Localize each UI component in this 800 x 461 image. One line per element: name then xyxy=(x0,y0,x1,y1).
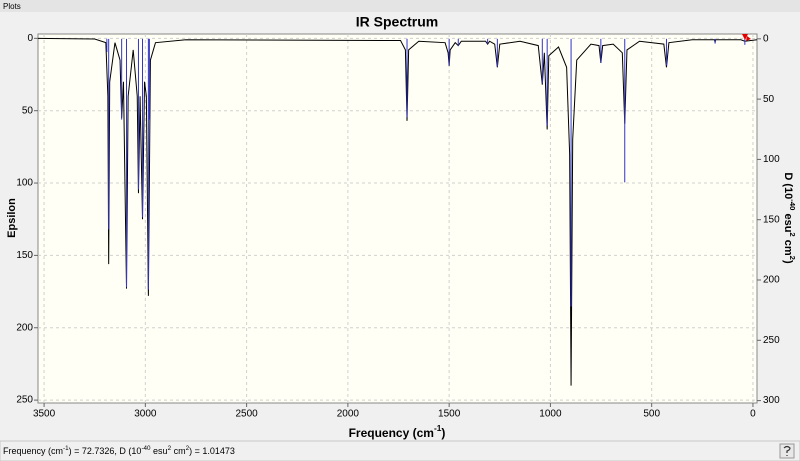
superscript: -1 xyxy=(434,423,442,433)
y2-tick-label: 0 xyxy=(763,33,769,44)
x-tick-label: 3000 xyxy=(134,409,157,420)
status-text: Frequency (cm-1) = 72.7326, D (10-40 esu… xyxy=(3,445,235,456)
x-tick-label: 1500 xyxy=(438,409,461,420)
text-part: ) xyxy=(441,426,445,440)
y-axis-label: Epsilon xyxy=(6,198,18,238)
status-bar xyxy=(0,440,800,461)
y2-tick-label: 250 xyxy=(763,335,780,346)
y2-tick-label: 200 xyxy=(763,275,780,286)
superscript: -40 xyxy=(141,445,151,452)
cursor-marker xyxy=(742,34,751,41)
superscript: -40 xyxy=(788,199,797,210)
y-tick-label: 200 xyxy=(16,322,33,333)
text-part: Frequency (cm xyxy=(349,426,434,440)
x-tick-label: 0 xyxy=(750,409,756,420)
x-tick-label: 3500 xyxy=(33,409,56,420)
superscript: 2 xyxy=(186,445,190,452)
y-tick-label: 50 xyxy=(22,105,34,116)
y2-tick-label: 100 xyxy=(763,154,780,165)
superscript: 2 xyxy=(788,256,797,260)
x-tick-label: 2500 xyxy=(235,409,258,420)
text-part: esu xyxy=(782,210,794,232)
text-part: esu xyxy=(151,446,168,456)
text-part: ) = 72.7326, D (10 xyxy=(69,446,142,456)
y2-tick-label: 300 xyxy=(763,395,780,406)
x-tick-label: 500 xyxy=(643,409,660,420)
chart-title: IR Spectrum xyxy=(356,14,438,30)
text-part: cm xyxy=(782,237,794,256)
text-part: ) = 1.01473 xyxy=(189,446,235,456)
text-part: cm xyxy=(171,446,186,456)
y-tick-label: 250 xyxy=(16,395,33,406)
y-tick-label: 100 xyxy=(16,178,33,189)
y-tick-label: 150 xyxy=(16,250,33,261)
plot-area xyxy=(37,33,758,404)
x-tick-label: 2000 xyxy=(337,409,360,420)
superscript: 2 xyxy=(788,232,797,236)
y2-tick-label: 50 xyxy=(763,94,775,105)
text-part: ) xyxy=(782,260,794,264)
y2-tick-label: 150 xyxy=(763,214,780,225)
x-axis-label: Frequency (cm-1) xyxy=(349,423,446,440)
superscript: -1 xyxy=(63,445,69,452)
text-part: D (10 xyxy=(782,172,794,199)
window-title: Plots xyxy=(3,2,21,11)
y-tick-label: 0 xyxy=(27,33,33,44)
window-header xyxy=(0,0,800,12)
y2-axis-label: D (10-40 esu2 cm2) xyxy=(782,172,797,264)
superscript: 2 xyxy=(168,445,172,452)
plot: 3500 3000 2500 2000 1500 1000 500 0050100150200… xyxy=(16,33,780,420)
text-part: Frequency (cm xyxy=(3,446,63,456)
x-tick-label: 1000 xyxy=(539,409,562,420)
help-icon xyxy=(783,445,791,456)
